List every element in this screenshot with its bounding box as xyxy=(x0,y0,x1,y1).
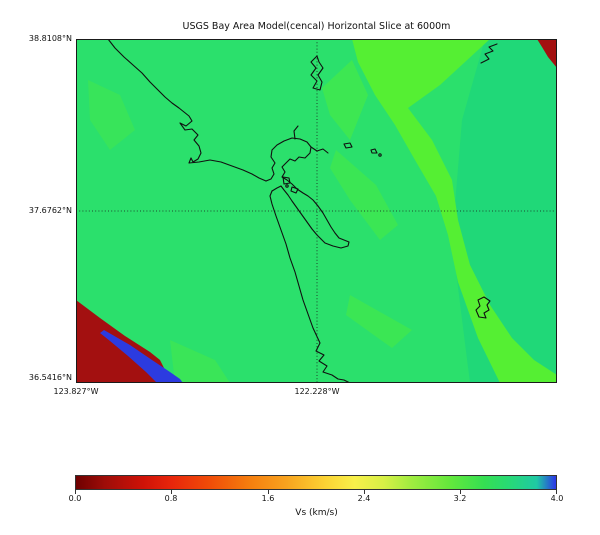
ytick-label-bottom: 36.5416°N xyxy=(28,373,72,382)
shoreline-squiggle-top-right xyxy=(480,43,498,64)
colorbar-ticklabel-5: 4.0 xyxy=(550,494,564,503)
colorbar-ticklabel-2: 1.6 xyxy=(261,494,275,503)
velocity-wisp-4 xyxy=(170,340,230,383)
island-2 xyxy=(290,186,299,194)
velocity-wisp-3 xyxy=(346,295,412,348)
colorbar-tickmark-4 xyxy=(460,490,461,494)
colorbar-ticklabel-4: 3.2 xyxy=(453,494,467,503)
colorbar-ticklabel-0: 0.0 xyxy=(68,494,82,503)
lake-berryessa-outline xyxy=(310,55,324,91)
xtick-label-left: 123.827°W xyxy=(53,387,99,396)
lake-blob-3 xyxy=(378,153,382,157)
velocity-wisp-2 xyxy=(330,150,398,240)
plot-title: USGS Bay Area Model(cencal) Horizontal S… xyxy=(182,21,451,32)
colorbar-tickmark-2 xyxy=(268,490,269,494)
colorbar-axis-label: Vs (km/s) xyxy=(295,508,338,518)
lake-blob-1 xyxy=(343,142,353,149)
coastline-napa-river xyxy=(293,125,299,140)
ytick-label-top: 38.8108°N xyxy=(28,34,72,43)
lake-blob-2 xyxy=(370,148,378,154)
island-1 xyxy=(282,176,291,185)
coastline-north-coast xyxy=(107,39,267,182)
colorbar-gradient xyxy=(75,475,557,490)
colorbar-tickmark-5 xyxy=(556,490,557,494)
coastline-carquinez-strait xyxy=(310,146,329,154)
map-plot-area xyxy=(76,39,557,383)
colorbar-ticklabel-1: 0.8 xyxy=(164,494,178,503)
axes-spine xyxy=(76,39,557,383)
colorbar-ticklabel-3: 2.4 xyxy=(357,494,371,503)
colorbar-tickmark-3 xyxy=(364,490,365,494)
high-velocity-patch xyxy=(100,330,183,383)
island-3 xyxy=(285,184,289,188)
coastline-bay xyxy=(265,137,350,249)
velocity-wisp-1 xyxy=(322,60,368,140)
reservoir-outline xyxy=(475,296,491,319)
colorbar-tickmark-0 xyxy=(75,490,76,494)
coastline-peninsula xyxy=(269,190,351,383)
velocity-wisp-5 xyxy=(88,80,135,150)
xtick-label-center: 122.228°W xyxy=(294,387,340,396)
ytick-label-middle: 37.6762°N xyxy=(28,206,72,215)
no-data-top-right xyxy=(537,39,557,68)
colorbar-tickmark-1 xyxy=(171,490,172,494)
